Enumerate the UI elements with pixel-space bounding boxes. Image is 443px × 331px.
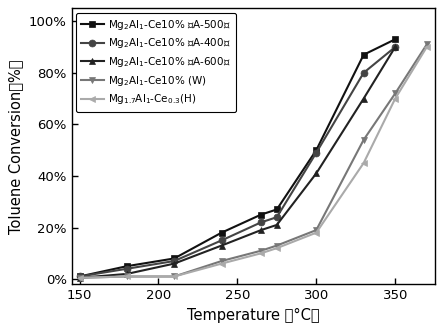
Mg$_2$Al$_1$-Ce10% （A-500） <box>258 213 264 216</box>
Mg$_2$Al$_1$-Ce10% （A-500） <box>171 257 177 260</box>
Mg$_2$Al$_1$-Ce10% （A-500） <box>274 208 280 212</box>
Mg$_2$Al$_1$-Ce10% （A-400） <box>361 71 366 75</box>
Mg$_2$Al$_1$-Ce10% (W) <box>171 274 177 278</box>
Mg$_2$Al$_1$-Ce10% （A-400） <box>392 45 398 49</box>
Mg$_2$Al$_1$-Ce10% （A-400） <box>258 220 264 224</box>
Mg$_2$Al$_1$-Ce10% （A-600） <box>77 276 82 280</box>
Mg$_{1.7}$Al$_1$-Ce$_{0.3}$(H) <box>124 274 129 278</box>
Mg$_2$Al$_1$-Ce10% （A-400） <box>274 215 280 219</box>
Mg$_2$Al$_1$-Ce10% （A-600） <box>258 228 264 232</box>
Mg$_2$Al$_1$-Ce10% （A-500） <box>392 37 398 41</box>
Mg$_2$Al$_1$-Ce10% （A-500） <box>219 231 224 235</box>
Mg$_2$Al$_1$-Ce10% （A-400） <box>314 151 319 155</box>
Mg$_{1.7}$Al$_1$-Ce$_{0.3}$(H) <box>258 251 264 255</box>
Mg$_2$Al$_1$-Ce10% （A-600） <box>274 223 280 227</box>
Mg$_2$Al$_1$-Ce10% （A-500） <box>314 148 319 152</box>
Mg$_{1.7}$Al$_1$-Ce$_{0.3}$(H) <box>361 161 366 165</box>
Line: Mg$_2$Al$_1$-Ce10% (W): Mg$_2$Al$_1$-Ce10% (W) <box>76 41 430 281</box>
Mg$_2$Al$_1$-Ce10% （A-400） <box>77 274 82 278</box>
X-axis label: Temperature （°C）: Temperature （°C） <box>187 307 319 323</box>
Mg$_2$Al$_1$-Ce10% (W) <box>124 274 129 278</box>
Mg$_{1.7}$Al$_1$-Ce$_{0.3}$(H) <box>274 246 280 250</box>
Legend: Mg$_2$Al$_1$-Ce10% （A-500）, Mg$_2$Al$_1$-Ce10% （A-400）, Mg$_2$Al$_1$-Ce10% （A-60: Mg$_2$Al$_1$-Ce10% （A-500）, Mg$_2$Al$_1$… <box>76 13 236 112</box>
Line: Mg$_{1.7}$Al$_1$-Ce$_{0.3}$(H): Mg$_{1.7}$Al$_1$-Ce$_{0.3}$(H) <box>76 44 430 281</box>
Mg$_2$Al$_1$-Ce10% （A-500） <box>361 53 366 57</box>
Line: Mg$_2$Al$_1$-Ce10% （A-600）: Mg$_2$Al$_1$-Ce10% （A-600） <box>76 44 399 281</box>
Mg$_2$Al$_1$-Ce10% （A-600） <box>219 244 224 248</box>
Mg$_2$Al$_1$-Ce10% （A-400） <box>124 267 129 271</box>
Mg$_2$Al$_1$-Ce10% （A-400） <box>219 238 224 242</box>
Mg$_2$Al$_1$-Ce10% （A-500） <box>124 264 129 268</box>
Mg$_2$Al$_1$-Ce10% (W) <box>258 249 264 253</box>
Mg$_{1.7}$Al$_1$-Ce$_{0.3}$(H) <box>392 97 398 101</box>
Mg$_2$Al$_1$-Ce10% （A-600） <box>171 261 177 265</box>
Mg$_2$Al$_1$-Ce10% (W) <box>219 259 224 263</box>
Mg$_2$Al$_1$-Ce10% （A-500） <box>77 274 82 278</box>
Mg$_2$Al$_1$-Ce10% （A-600） <box>314 171 319 175</box>
Mg$_2$Al$_1$-Ce10% （A-400） <box>171 259 177 263</box>
Mg$_2$Al$_1$-Ce10% (W) <box>361 138 366 142</box>
Mg$_{1.7}$Al$_1$-Ce$_{0.3}$(H) <box>171 274 177 278</box>
Mg$_{1.7}$Al$_1$-Ce$_{0.3}$(H) <box>424 45 429 49</box>
Mg$_2$Al$_1$-Ce10% （A-600） <box>124 272 129 276</box>
Line: Mg$_2$Al$_1$-Ce10% （A-500）: Mg$_2$Al$_1$-Ce10% （A-500） <box>76 36 399 280</box>
Mg$_2$Al$_1$-Ce10% （A-600） <box>361 97 366 101</box>
Mg$_{1.7}$Al$_1$-Ce$_{0.3}$(H) <box>219 261 224 265</box>
Mg$_2$Al$_1$-Ce10% (W) <box>274 244 280 248</box>
Mg$_2$Al$_1$-Ce10% (W) <box>424 42 429 46</box>
Y-axis label: Toluene Conversion（%）: Toluene Conversion（%） <box>8 59 23 234</box>
Line: Mg$_2$Al$_1$-Ce10% （A-400）: Mg$_2$Al$_1$-Ce10% （A-400） <box>76 44 399 280</box>
Mg$_2$Al$_1$-Ce10% (W) <box>77 276 82 280</box>
Mg$_2$Al$_1$-Ce10% (W) <box>392 91 398 95</box>
Mg$_2$Al$_1$-Ce10% (W) <box>314 228 319 232</box>
Mg$_2$Al$_1$-Ce10% （A-600） <box>392 45 398 49</box>
Mg$_{1.7}$Al$_1$-Ce$_{0.3}$(H) <box>314 231 319 235</box>
Mg$_{1.7}$Al$_1$-Ce$_{0.3}$(H) <box>77 276 82 280</box>
